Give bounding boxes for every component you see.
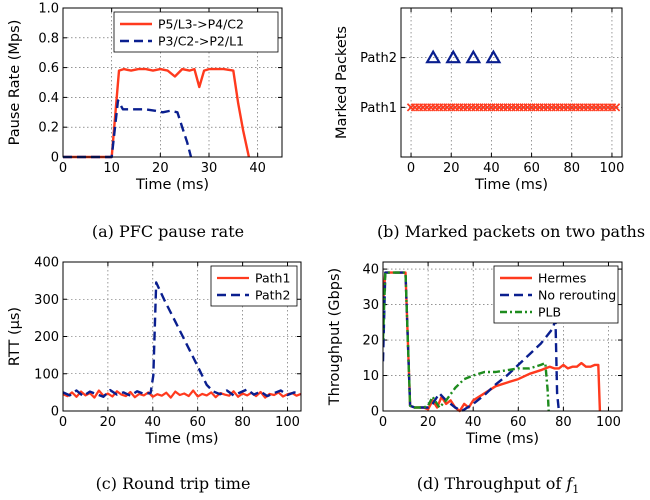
x-axis-label: Time (ms) <box>135 177 209 193</box>
plot-frame <box>400 7 623 158</box>
y-axis-label: Throughput (Gbps) <box>327 268 343 406</box>
panel-caption: (b) Marked packets on two paths <box>377 222 645 241</box>
plot-area <box>63 67 251 159</box>
y-tick-label: 0.4 <box>38 91 59 106</box>
x-axis-label: Time (ms) <box>144 431 218 447</box>
y-tick-label: 0 <box>51 405 59 420</box>
x-tick-label: 40 <box>145 415 162 430</box>
series-line-path1 <box>63 389 301 399</box>
x-tick-label: 40 <box>249 161 266 176</box>
legend: Hermes No rerouting PLB <box>493 265 619 324</box>
plot-area <box>63 281 301 399</box>
panel-caption: (a) PFC pause rate <box>92 222 244 241</box>
x-tick-label: 0 <box>59 161 67 176</box>
x-tick-label: 80 <box>555 415 572 430</box>
x-tick-label: 0 <box>379 415 387 430</box>
series-line-plb <box>383 271 550 412</box>
x-tick-label: 80 <box>234 415 251 430</box>
y-tick-label: 10 <box>362 369 379 384</box>
y-tick-label: 30 <box>362 298 379 313</box>
legend: Path1 Path2 <box>210 265 298 307</box>
y-tick-label: 100 <box>34 367 59 382</box>
x-axis-label: Time (ms) <box>474 177 548 193</box>
series-line-path2 <box>63 281 301 398</box>
y-tick-label: 200 <box>34 330 59 345</box>
x-tick-label: 10 <box>103 161 120 176</box>
x-tick-label: 40 <box>483 161 500 176</box>
marker-path1-x <box>611 103 621 112</box>
plot-frame <box>382 261 623 412</box>
panel-caption: (c) Round trip time <box>96 474 251 493</box>
caption-text: (d) Throughput of <box>417 474 567 493</box>
x-tick-label: 40 <box>465 415 482 430</box>
caption-subscript: 1 <box>572 483 579 496</box>
y-tick-label: 0.8 <box>38 31 59 46</box>
panel-c-round-trip-time: 0 20 40 60 80 100 0 100 200 300 400 Time (ms) RTT (μ… <box>7 256 302 493</box>
legend-label: P3/C2->P2/L1 <box>158 34 244 49</box>
x-tick-label: 100 <box>275 415 300 430</box>
x-tick-label: 0 <box>407 161 415 176</box>
marker-path2-triangle <box>445 49 462 64</box>
y-axis-label: RTT (μs) <box>7 307 23 366</box>
legend-label: Path2 <box>255 288 290 303</box>
y-tick-label: 40 <box>362 263 379 278</box>
x-tick-label: 100 <box>600 161 625 176</box>
x-axis-label: Time (ms) <box>465 431 539 447</box>
plot-frame <box>62 7 283 158</box>
marker-path2-triangle <box>425 49 442 64</box>
legend-label: Hermes <box>538 271 586 286</box>
panel-b-marked-packets: 0 20 40 60 80 100 Path1 Path2 Time (ms) Marked Pa… <box>334 7 645 241</box>
legend-box <box>113 11 279 53</box>
caption-variable: f <box>565 474 575 493</box>
x-tick-label: 20 <box>152 161 169 176</box>
series-line-p3-c2-p2-l1 <box>63 99 193 159</box>
y-axis-label: Pause Rate (Mps) <box>7 20 23 146</box>
y-axis-label: Marked Packets <box>334 26 350 139</box>
series-line-p5-l3-p4-c2 <box>63 67 251 159</box>
legend-label: PLB <box>538 305 561 320</box>
x-tick-label: 60 <box>510 415 527 430</box>
legend: P5/L3->P4/C2 P3/C2->P2/L1 <box>113 11 279 53</box>
legend-box <box>210 265 298 307</box>
x-tick-label: 20 <box>100 415 117 430</box>
x-tick-label: 30 <box>201 161 218 176</box>
y-tick-label: 0 <box>51 151 59 166</box>
y-tick-label: 400 <box>34 256 59 271</box>
marker-path2-triangle <box>465 49 482 64</box>
y-tick-label: 20 <box>362 334 379 349</box>
y-tick-label: 300 <box>34 293 59 308</box>
series-line-no-rerouting <box>383 271 561 413</box>
legend-label: No rerouting <box>538 288 616 303</box>
y-tick-label: Path1 <box>360 101 397 116</box>
legend-label: Path1 <box>255 271 290 286</box>
x-tick-label: 80 <box>563 161 580 176</box>
y-tick-label: 0 <box>371 405 379 420</box>
plot-area <box>406 49 621 112</box>
legend-label: P5/L3->P4/C2 <box>158 17 244 32</box>
x-tick-label: 60 <box>189 415 206 430</box>
y-tick-label: 0.2 <box>38 121 59 136</box>
y-tick-label: Path2 <box>360 51 397 66</box>
panel-a-pfc-pause-rate: 0 10 20 30 40 0 0.2 0.4 0.6 0.8 1.0 Time (ms) Pause … <box>7 2 283 241</box>
x-tick-label: 20 <box>443 161 460 176</box>
plot-frame <box>62 261 302 412</box>
panel-caption: (d) Throughput of f1 <box>417 474 580 496</box>
x-tick-label: 60 <box>523 161 540 176</box>
y-tick-label: 0.6 <box>38 61 59 76</box>
y-tick-label: 1.0 <box>38 2 59 17</box>
marker-path2-triangle <box>485 49 502 64</box>
x-tick-label: 100 <box>596 415 621 430</box>
x-tick-label: 20 <box>420 415 437 430</box>
x-tick-label: 0 <box>59 415 67 430</box>
plot-area <box>383 271 602 413</box>
